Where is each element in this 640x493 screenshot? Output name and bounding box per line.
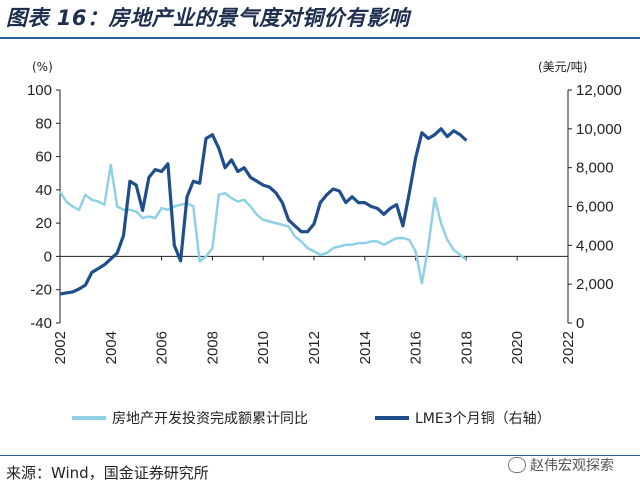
legend: 房地产开发投资完成额累计同比 LME3个月铜（右轴） [72,411,551,427]
x-tick-label: 2006 [154,331,171,364]
legend-label-1: 房地产开发投资完成额累计同比 [112,411,308,427]
x-tick-label: 2008 [204,331,221,364]
left-tick-label: 20 [35,215,52,232]
series-lines [58,127,468,296]
watermark-text: 赵伟宏观探索 [530,458,614,474]
x-tick-label: 2012 [306,331,323,364]
x-tick-label: 2016 [408,331,425,364]
x-tick-label: 2018 [458,331,475,364]
right-tick-label: 10,000 [576,121,622,138]
right-tick-label: 12,000 [576,82,622,99]
watermark: 赵伟宏观探索 [508,455,614,475]
left-tick-label: 40 [35,182,52,199]
source-note: 来源：Wind，国金证券研究所 [6,464,209,482]
left-axis-unit: (%) [32,60,53,74]
x-tick-label: 2014 [357,331,374,364]
right-axis-unit: (美元/吨) [538,60,587,74]
left-tick-label: 0 [44,248,52,265]
left-tick-label: 60 [35,149,52,166]
series-line-1 [58,163,468,285]
right-tick-label: 0 [576,315,584,332]
series-line-2 [59,127,468,296]
x-tick-label: 2002 [52,331,69,364]
legend-label-2: LME3个月铜（右轴） [415,411,551,427]
title-divider [0,37,640,39]
x-tick-label: 2010 [255,331,272,364]
x-tick-label: 2022 [560,331,577,364]
x-tick-label: 2020 [509,331,526,364]
chart-title: 图表 16：房地产业的景气度对铜价有影响 [6,6,410,30]
left-tick-label: 100 [27,82,52,99]
left-tick-label: -40 [30,315,52,332]
right-tick-label: 8,000 [576,160,614,177]
right-tick-label: 4,000 [576,237,614,254]
left-tick-label: -20 [30,282,52,299]
axes: -40 -20 0 20 40 60 80 100 0 2,000 4,000 6,000 8,000 1… [27,60,622,364]
footer-divider [0,455,640,456]
right-tick-label: 2,000 [576,276,614,293]
title-bar: 图表 16：房地产业的景气度对铜价有影响 [0,0,640,39]
x-tick-label: 2004 [103,331,120,364]
left-tick-label: 80 [35,115,52,132]
right-tick-label: 6,000 [576,199,614,216]
wechat-icon [508,457,526,473]
